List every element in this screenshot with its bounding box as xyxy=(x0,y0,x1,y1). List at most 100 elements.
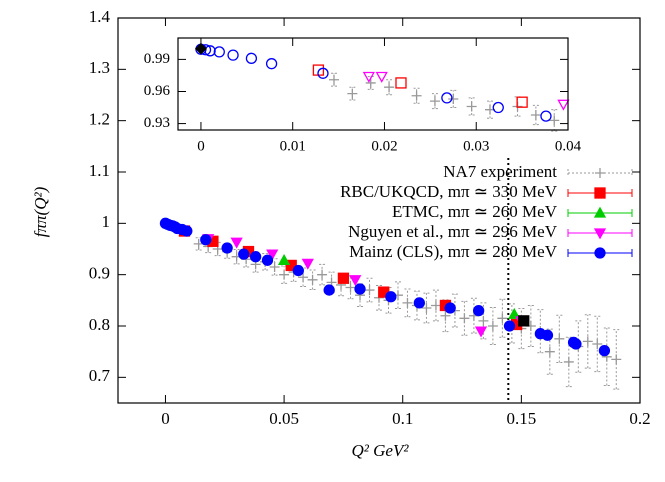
point xyxy=(582,336,593,347)
point xyxy=(429,96,440,107)
point xyxy=(448,93,459,104)
point xyxy=(593,228,607,240)
x-tick-label: 0 xyxy=(161,409,170,428)
point xyxy=(365,77,376,88)
point xyxy=(540,110,552,122)
y-tick-label: 0.8 xyxy=(89,315,110,334)
error-bar xyxy=(233,249,240,265)
point xyxy=(444,302,456,314)
point xyxy=(195,42,207,55)
point xyxy=(411,90,422,101)
point xyxy=(364,285,375,296)
point xyxy=(384,82,395,93)
point xyxy=(307,274,318,285)
point xyxy=(593,206,607,218)
point xyxy=(430,300,441,311)
y-tick-label: 1.4 xyxy=(89,7,111,26)
error-bar xyxy=(367,76,374,90)
legend-label: ETMC, mπ ≃ 260 MeV xyxy=(392,202,558,221)
point xyxy=(466,101,477,112)
point xyxy=(230,237,243,249)
point xyxy=(557,99,570,111)
point xyxy=(204,45,216,57)
x-tick-label: 0.04 xyxy=(555,138,582,154)
point xyxy=(594,187,606,199)
point xyxy=(385,291,397,303)
point xyxy=(516,96,528,108)
point xyxy=(440,310,451,321)
legend-label: Mainz (CLS), mπ ≃ 280 MeV xyxy=(349,242,558,261)
x-tick-label: 0.01 xyxy=(280,138,306,154)
point xyxy=(570,338,582,350)
point xyxy=(317,67,329,79)
point xyxy=(497,313,508,324)
point xyxy=(265,58,278,70)
y-tick-label: 0.96 xyxy=(144,83,171,99)
y-tick-label: 0.99 xyxy=(144,51,170,67)
point xyxy=(347,88,358,99)
error-bar xyxy=(508,303,515,344)
y-tick-label: 1.1 xyxy=(89,161,110,180)
x-tick-label: 0.02 xyxy=(371,138,397,154)
point xyxy=(492,101,504,114)
error-bar xyxy=(584,314,591,369)
legend-label: RBC/UKQCD, mπ ≃ 330 MeV xyxy=(340,182,558,201)
y-tick-label: 1.3 xyxy=(89,58,110,77)
error-bar xyxy=(413,290,420,321)
legend-label: Nguyen et al., mπ ≃ 296 MeV xyxy=(348,222,558,241)
x-tick-label: 0.03 xyxy=(463,138,489,154)
y-tick-label: 0.9 xyxy=(89,264,110,283)
point xyxy=(549,115,560,126)
error-bar xyxy=(319,263,326,286)
x-tick-label: 0 xyxy=(197,138,205,154)
point xyxy=(413,297,425,309)
point xyxy=(323,284,335,296)
point xyxy=(317,269,328,280)
point xyxy=(503,320,516,332)
error-bar xyxy=(556,314,563,363)
y-tick-label: 1.2 xyxy=(89,110,110,129)
y-tick-label: 0.7 xyxy=(89,366,111,385)
point xyxy=(375,71,388,83)
point xyxy=(221,242,233,254)
x-axis-label: Q² GeV² xyxy=(352,441,410,460)
point xyxy=(595,168,605,178)
error-bar xyxy=(489,307,496,345)
x-tick-label: 0.05 xyxy=(269,409,299,428)
point xyxy=(181,225,193,237)
point xyxy=(277,253,291,265)
point xyxy=(421,303,432,314)
point xyxy=(329,74,339,85)
point xyxy=(402,297,413,308)
x-tick-label: 0.2 xyxy=(629,409,650,428)
point xyxy=(508,307,521,319)
point xyxy=(487,321,498,331)
point xyxy=(598,344,611,357)
error-bar xyxy=(423,292,430,324)
x-tick-label: 0.15 xyxy=(506,409,536,428)
point xyxy=(541,329,554,341)
point xyxy=(337,272,350,284)
point xyxy=(261,254,274,266)
point xyxy=(301,258,314,270)
error-bar xyxy=(349,86,356,101)
point xyxy=(354,283,366,295)
point xyxy=(594,247,606,259)
point xyxy=(554,333,565,344)
point xyxy=(518,315,530,327)
point xyxy=(279,269,290,280)
point xyxy=(362,71,375,83)
error-bar xyxy=(594,315,601,373)
plot-area xyxy=(178,38,568,130)
point xyxy=(563,356,574,367)
point xyxy=(245,52,258,64)
point xyxy=(200,234,212,246)
point xyxy=(238,248,250,260)
point xyxy=(474,326,488,338)
point xyxy=(441,92,453,104)
point xyxy=(530,110,541,121)
point xyxy=(213,46,225,58)
error-bar xyxy=(331,72,337,87)
point xyxy=(459,313,470,324)
